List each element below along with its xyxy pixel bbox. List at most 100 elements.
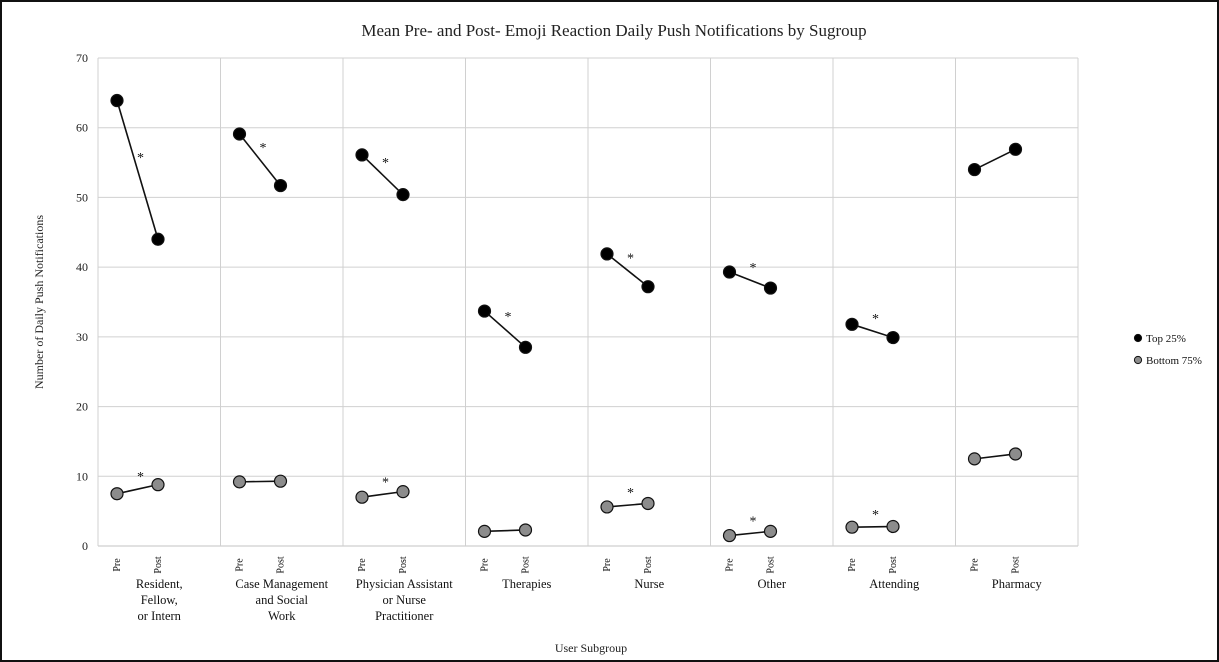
pre-label: Pre <box>480 558 491 572</box>
data-point-pre <box>722 528 737 543</box>
category-label: and Social <box>256 593 309 607</box>
category-label: Practitioner <box>375 609 434 623</box>
series-line <box>361 154 404 196</box>
data-point-pre <box>845 317 859 331</box>
post-label: Post <box>521 556 532 573</box>
significance-marker: * <box>872 508 879 523</box>
y-tick-label: 40 <box>76 260 88 274</box>
legend-marker <box>1133 333 1143 343</box>
series-line <box>361 490 404 498</box>
category-label: Attending <box>869 577 920 591</box>
series-line <box>116 100 159 240</box>
data-point-pre <box>845 520 859 534</box>
data-point-pre <box>477 304 492 318</box>
y-tick-label: 10 <box>76 469 88 483</box>
pre-label: Pre <box>357 558 368 572</box>
data-point-pre <box>600 247 614 261</box>
y-tick-label: 0 <box>82 539 88 553</box>
category-label: or Intern <box>138 609 182 623</box>
data-point-post <box>518 523 533 537</box>
post-label: Post <box>888 556 899 573</box>
post-label: Post <box>276 556 287 573</box>
category-label: Case Management <box>235 577 328 591</box>
post-label: Post <box>1011 556 1022 573</box>
category-label: Other <box>758 577 787 591</box>
series-line <box>483 310 527 348</box>
y-tick-label: 60 <box>76 121 88 135</box>
data-point-pre <box>110 93 124 108</box>
data-point-pre <box>722 265 737 279</box>
legend-label: Top 25% <box>1146 333 1186 345</box>
series-line <box>851 525 894 528</box>
significance-marker: * <box>137 470 144 485</box>
series-line <box>851 323 894 339</box>
data-point-pre <box>967 162 982 177</box>
legend-label: Bottom 75% <box>1146 355 1202 367</box>
category-label: Fellow, <box>141 593 178 607</box>
series-line <box>606 502 649 508</box>
pre-label: Pre <box>235 558 246 572</box>
series-line <box>116 483 159 495</box>
data-point-post <box>396 485 410 499</box>
x-axis-title: User Subgroup <box>555 641 627 655</box>
data-point-pre <box>477 524 492 538</box>
post-label: Post <box>766 556 777 573</box>
category-label: Therapies <box>502 577 551 591</box>
series-line <box>729 530 771 537</box>
significance-marker: * <box>750 514 757 529</box>
y-axis-title: Number of Daily Push Notifications <box>32 215 46 389</box>
data-point-pre <box>355 148 369 162</box>
category-label: Resident, <box>136 577 183 591</box>
pre-label: Pre <box>970 558 981 572</box>
data-point-post <box>273 474 288 488</box>
pre-label: Pre <box>112 558 123 572</box>
data-point-post <box>641 496 655 511</box>
post-label: Post <box>153 556 164 573</box>
data-point-post <box>641 280 655 294</box>
data-point-post <box>763 281 778 295</box>
series-line <box>974 453 1016 460</box>
data-point-pre <box>967 452 982 466</box>
pre-label: Pre <box>847 558 858 572</box>
data-point-post <box>273 178 288 193</box>
series-line <box>238 133 282 187</box>
category-label: Nurse <box>634 577 664 591</box>
y-tick-label: 20 <box>76 400 88 414</box>
data-point-pre <box>232 475 247 489</box>
series-line <box>239 480 281 483</box>
significance-marker: * <box>137 151 144 166</box>
y-tick-label: 30 <box>76 330 88 344</box>
data-point-post <box>151 478 165 492</box>
data-point-post <box>886 519 900 534</box>
data-point-post <box>1008 142 1023 156</box>
data-point-pre <box>110 487 124 501</box>
significance-marker: * <box>627 251 634 266</box>
significance-marker: * <box>382 475 389 490</box>
category-label: or Nurse <box>383 593 427 607</box>
y-tick-label: 70 <box>76 51 88 65</box>
data-point-post <box>518 340 533 354</box>
significance-marker: * <box>260 141 267 156</box>
data-point-pre <box>600 500 614 514</box>
legend-marker <box>1133 355 1143 365</box>
data-point-post <box>763 524 778 538</box>
data-point-post <box>886 330 900 345</box>
data-point-pre <box>232 127 247 141</box>
data-point-pre <box>355 490 369 504</box>
category-label: Physician Assistant <box>356 577 453 591</box>
y-tick-label: 50 <box>76 190 88 204</box>
significance-marker: * <box>505 310 512 325</box>
series-line <box>606 253 649 288</box>
significance-marker: * <box>872 312 879 327</box>
significance-marker: * <box>750 261 757 276</box>
data-point-post <box>151 232 165 246</box>
data-point-post <box>1008 447 1023 461</box>
category-label: Pharmacy <box>992 577 1043 591</box>
post-label: Post <box>398 556 409 573</box>
pre-label: Pre <box>602 558 613 572</box>
data-point-post <box>396 188 410 202</box>
series-line <box>484 529 526 533</box>
post-label: Post <box>643 556 654 573</box>
